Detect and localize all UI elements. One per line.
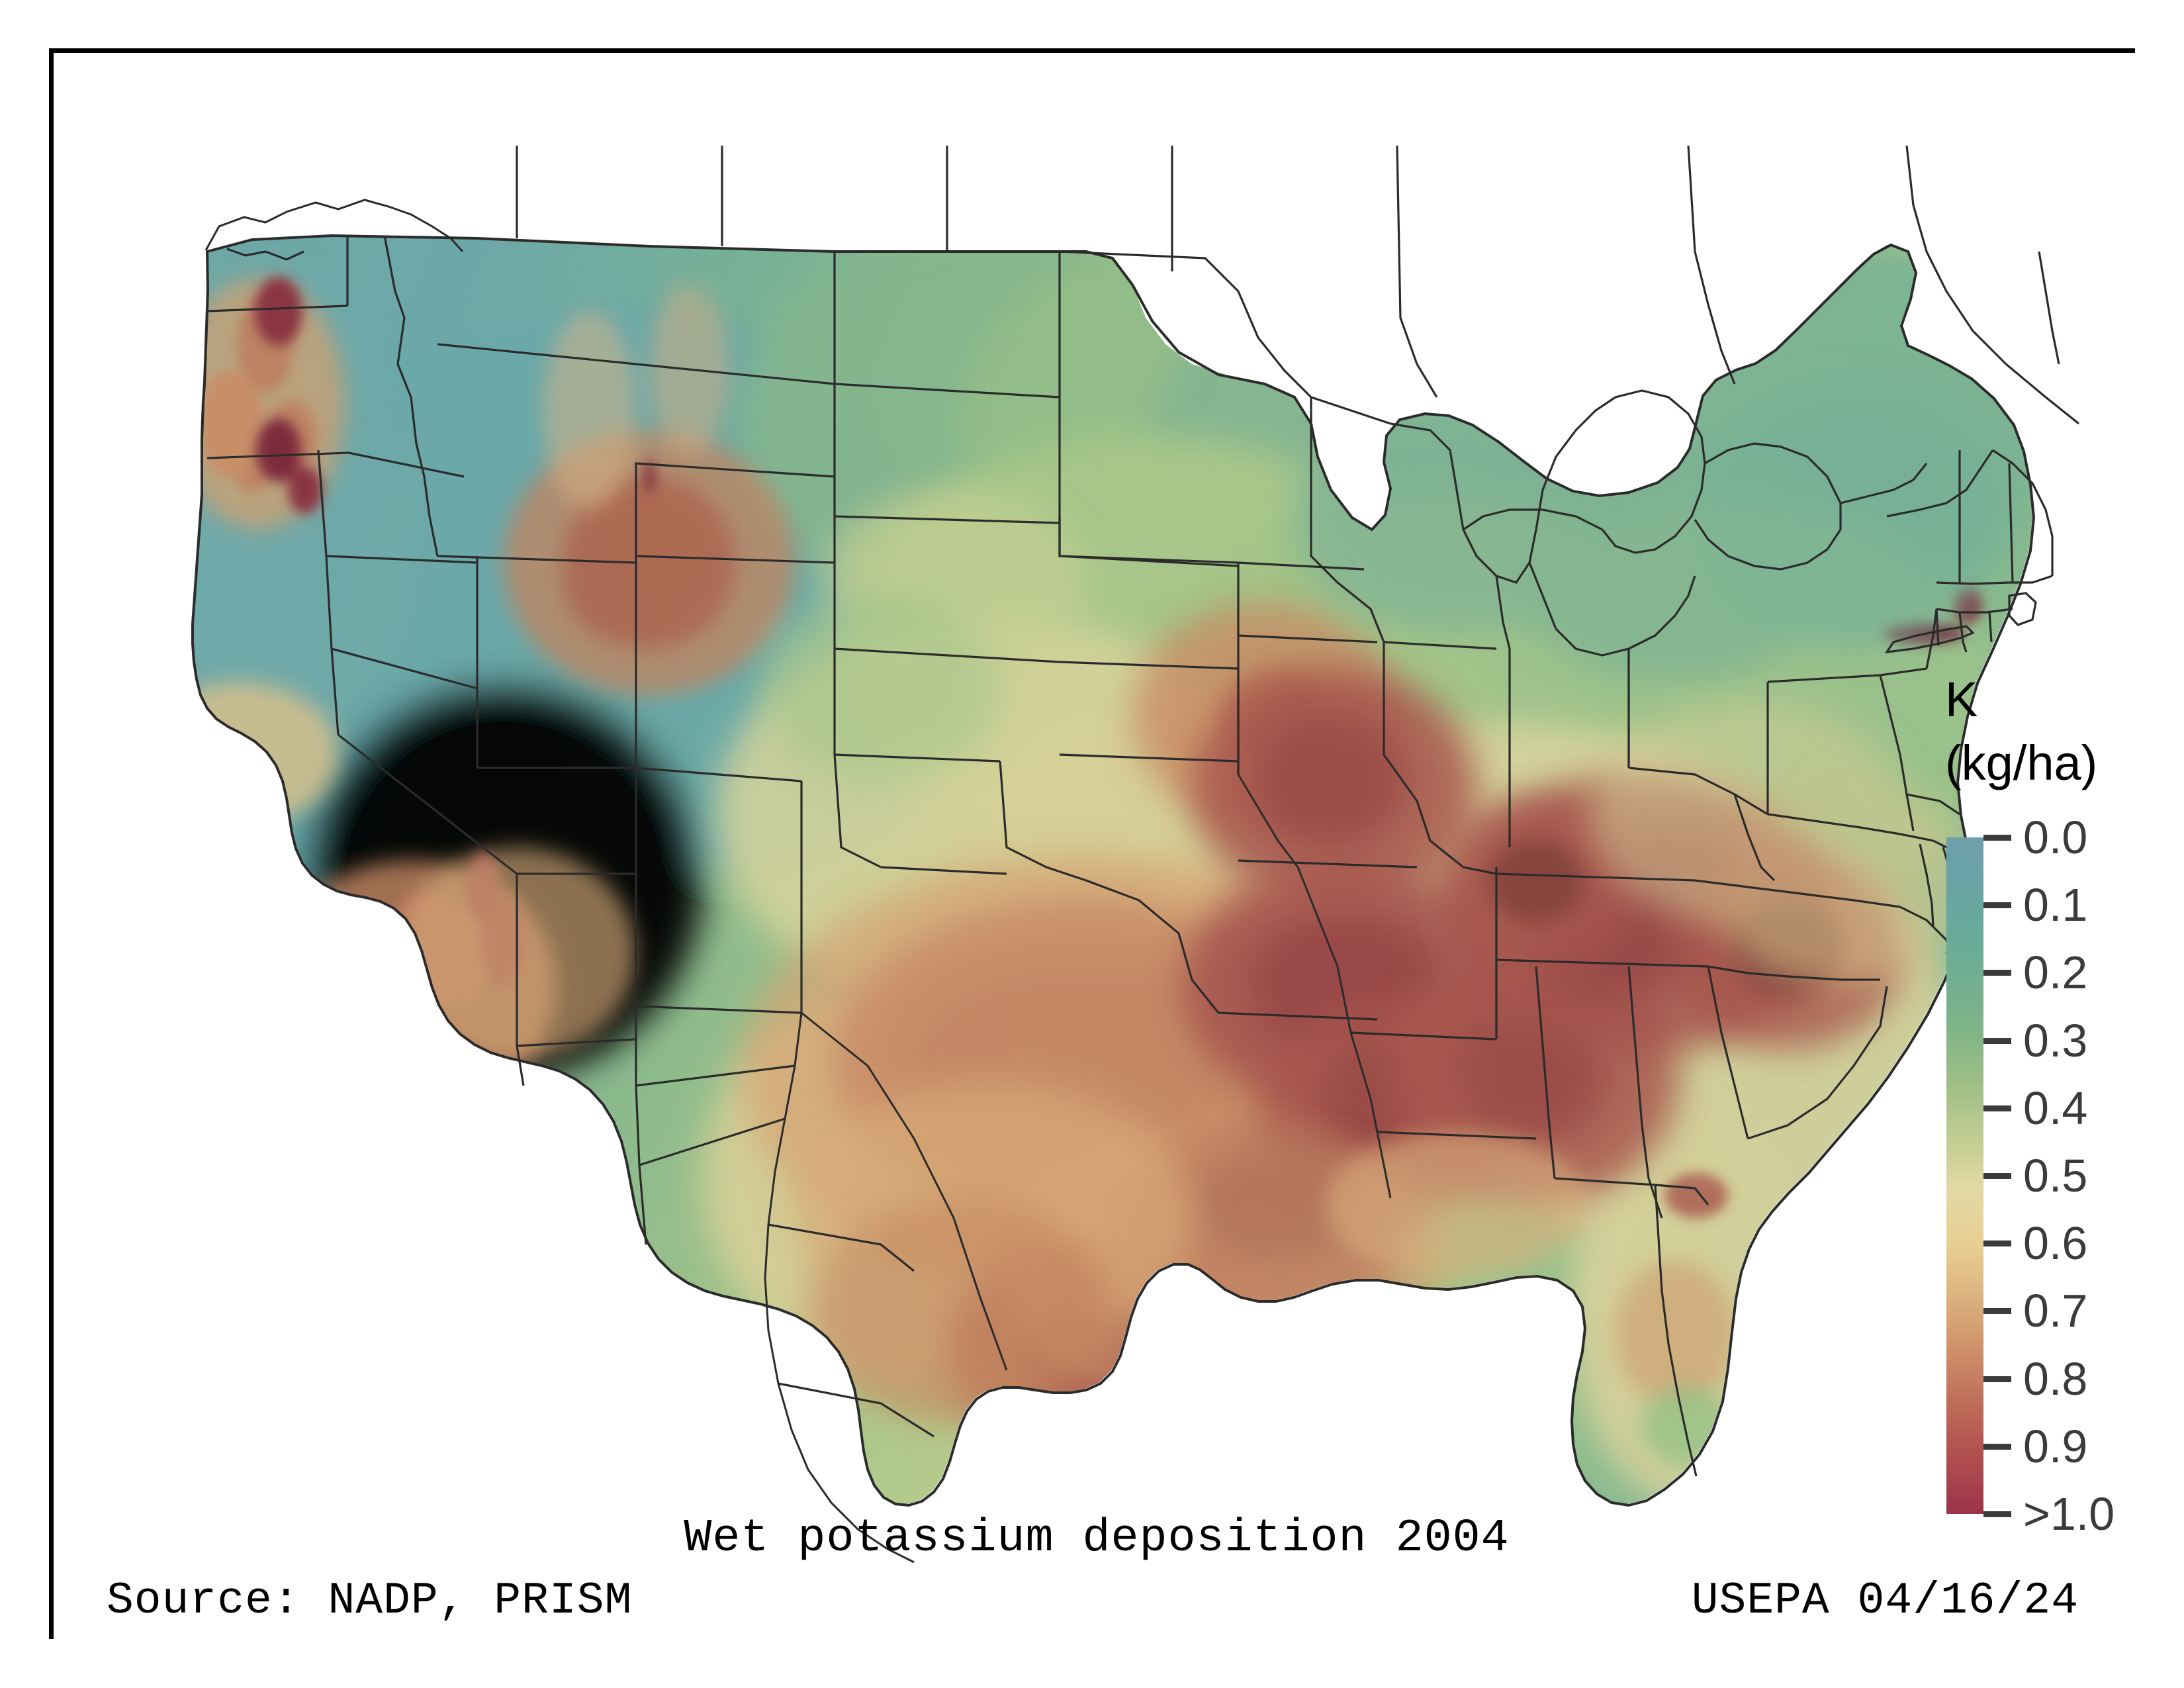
deposition-map	[54, 53, 2140, 1644]
source-attribution: Source: NADP, PRISM	[107, 1575, 633, 1626]
colorbar-tick-label-4: 0.4	[2023, 1082, 2088, 1134]
colorbar-tick-label-10: >1.0	[2023, 1488, 2115, 1540]
colorbar-tick-label-6: 0.6	[2023, 1217, 2088, 1270]
colorbar-tick-7	[1983, 1308, 2011, 1315]
map-area	[54, 53, 2140, 1644]
map-title: Wet potassium deposition 2004	[684, 1513, 1510, 1565]
colorbar-tick-2	[1983, 970, 2011, 976]
colorbar-tick-3	[1983, 1037, 2011, 1044]
colorbar-tick-label-3: 0.3	[2023, 1014, 2088, 1066]
colorbar-tick-label-7: 0.7	[2023, 1285, 2088, 1337]
colorbar-title-units: (kg/ha)	[1945, 735, 2098, 790]
colorbar-title-species: K	[1945, 672, 1978, 727]
colorbar-tick-label-8: 0.8	[2023, 1352, 2088, 1405]
colorbar-tick-label-9: 0.9	[2023, 1420, 2088, 1472]
colorbar-tick-10	[1983, 1511, 2011, 1517]
figure-frame: K (kg/ha) 0.0 0.1 0.2 0.3 0.4 0.5 0.6 0.7 0.8 0.9…	[49, 48, 2140, 1644]
colorbar-tick-4	[1983, 1105, 2011, 1111]
agency-date-stamp: USEPA 04/16/24	[1691, 1575, 2079, 1626]
colorbar-tick-9	[1983, 1443, 2011, 1450]
colorbar-tick-1	[1983, 902, 2011, 909]
colorbar-legend: K (kg/ha) 0.0 0.1 0.2 0.3 0.4 0.5 0.6 0.7 0.8 0.9…	[1893, 672, 2171, 1538]
colorbar-tick-8	[1983, 1376, 2011, 1382]
colorbar-tick-label-5: 0.5	[2023, 1150, 2088, 1201]
colorbar-tick-6	[1983, 1241, 2011, 1247]
colorbar-tick-5	[1983, 1173, 2011, 1179]
state-boundaries	[191, 145, 2079, 1564]
colorbar-tick-label-1: 0.1	[2023, 879, 2088, 931]
colorbar-tick-label-0: 0.0	[2023, 812, 2088, 863]
colorbar-tick-0	[1983, 835, 2011, 841]
colorbar-gradient-bar	[1946, 837, 1983, 1514]
colorbar-tick-label-2: 0.2	[2023, 947, 2088, 999]
